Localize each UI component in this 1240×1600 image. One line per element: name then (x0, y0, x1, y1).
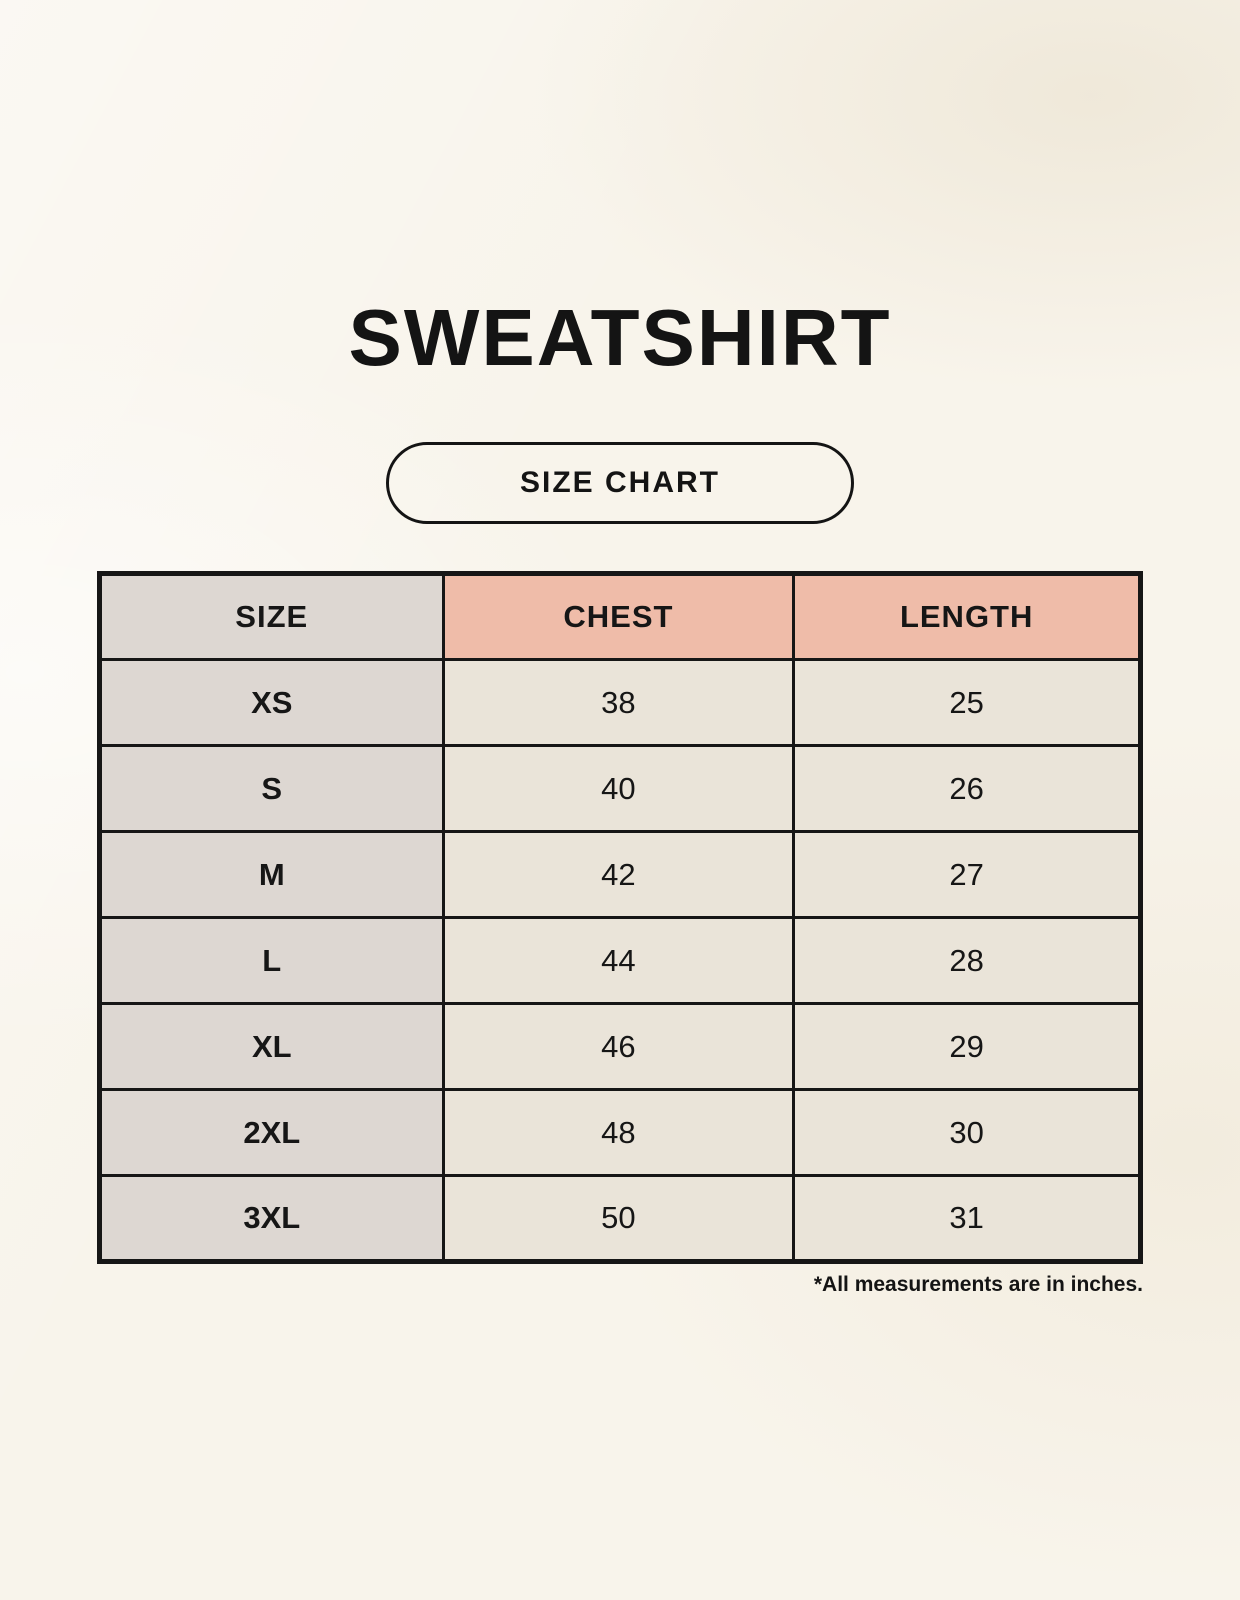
table-header-row: SIZE CHEST LENGTH (98, 572, 1142, 661)
size-chart-table: SIZE CHEST LENGTH XS 38 25 S 40 26 M 42 … (97, 571, 1143, 1264)
table-row: S 40 26 (98, 744, 1142, 833)
size-cell: M (98, 830, 445, 919)
size-cell: S (98, 744, 445, 833)
column-header-chest: CHEST (441, 572, 796, 661)
size-cell: XL (98, 1002, 445, 1091)
table-row: XL 46 29 (98, 1002, 1142, 1091)
length-cell: 28 (792, 916, 1142, 1005)
size-cell: 3XL (98, 1174, 445, 1263)
measurements-footnote: *All measurements are in inches. (813, 1273, 1143, 1296)
chest-cell: 38 (441, 658, 796, 747)
chest-cell: 46 (441, 1002, 796, 1091)
length-cell: 27 (792, 830, 1142, 919)
length-cell: 25 (792, 658, 1142, 747)
table-row: 2XL 48 30 (98, 1088, 1142, 1177)
size-cell: XS (98, 658, 445, 747)
table-row: 3XL 50 31 (98, 1174, 1142, 1263)
chest-cell: 50 (441, 1174, 796, 1263)
length-cell: 31 (792, 1174, 1142, 1263)
chest-cell: 42 (441, 830, 796, 919)
length-cell: 29 (792, 1002, 1142, 1091)
length-cell: 26 (792, 744, 1142, 833)
chest-cell: 44 (441, 916, 796, 1005)
table-row: M 42 27 (98, 830, 1142, 919)
size-cell: L (98, 916, 445, 1005)
column-header-size: SIZE (98, 572, 445, 661)
table-row: L 44 28 (98, 916, 1142, 1005)
table-row: XS 38 25 (98, 658, 1142, 747)
page-title: SWEATSHIRT (348, 293, 892, 382)
length-cell: 30 (792, 1088, 1142, 1177)
chest-cell: 40 (441, 744, 796, 833)
column-header-length: LENGTH (792, 572, 1142, 661)
size-chart-button[interactable]: SIZE CHART (386, 442, 854, 524)
size-cell: 2XL (98, 1088, 445, 1177)
chest-cell: 48 (441, 1088, 796, 1177)
